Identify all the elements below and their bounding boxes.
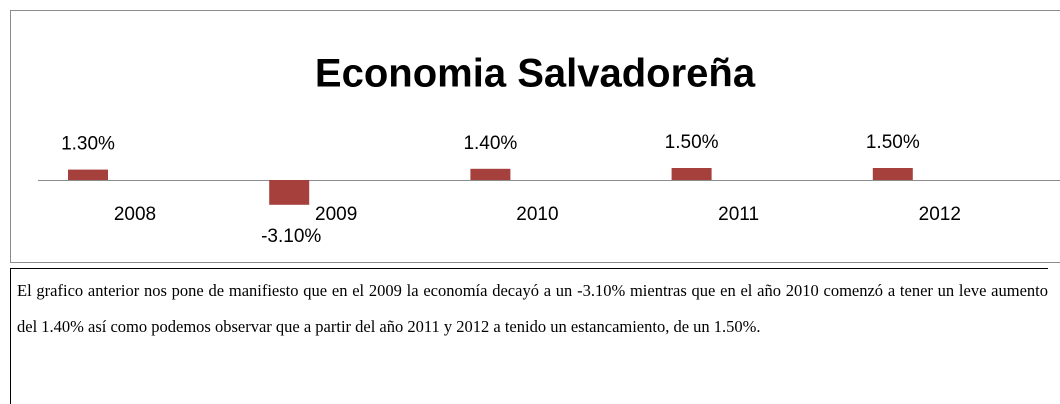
bar: [269, 180, 310, 205]
x-tick-label: 2011: [718, 204, 759, 225]
x-tick-label: 2008: [114, 204, 156, 225]
x-tick-label: 2009: [315, 204, 357, 225]
data-label: 1.50%: [866, 132, 920, 153]
x-tick-label: 2012: [919, 204, 961, 225]
data-label: -3.10%: [261, 226, 321, 247]
data-label: 1.50%: [665, 132, 719, 153]
bar: [671, 168, 712, 180]
data-label: 1.30%: [61, 134, 115, 155]
chart: Economia Salvadoreña 1.30% 2008 -3.10%2009…: [10, 10, 1060, 263]
bar: [872, 168, 913, 180]
data-label: 1.40%: [463, 133, 517, 154]
chart-border: [10, 10, 1060, 263]
x-tick-label: 2010: [516, 204, 558, 225]
bar: [470, 168, 511, 180]
bar: [68, 169, 108, 180]
paragraph: El grafico anterior nos pone de manifies…: [10, 268, 1048, 404]
chart-title: Economia Salvadoreña: [315, 52, 756, 96]
